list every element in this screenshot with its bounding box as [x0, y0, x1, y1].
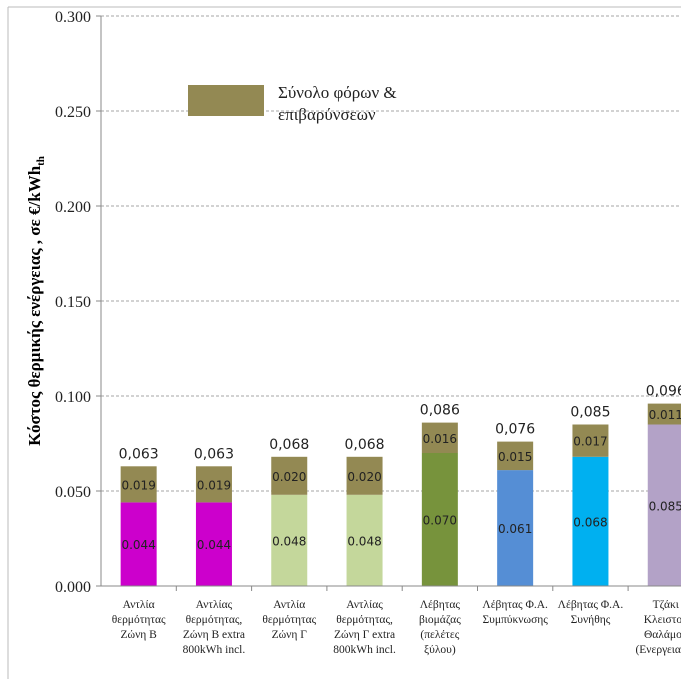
x-category-label-line: Κλειστού	[644, 614, 681, 626]
data-label-taxes: 0.015	[498, 450, 532, 464]
x-category-label-line: Ζώνη Β	[120, 629, 157, 641]
x-category-label-line: 800kWh incl.	[183, 644, 246, 656]
bar-taxes	[572, 424, 609, 457]
bar-base	[572, 456, 609, 586]
data-label-taxes: 0.016	[423, 432, 457, 446]
legend-label-line: Σύνολο φόρων &	[278, 83, 397, 102]
data-label-total: 0,086	[420, 403, 460, 419]
data-label-total: 0,063	[119, 446, 159, 462]
data-label-total: 0,076	[495, 422, 535, 438]
x-category-label: Αντλία θερμότητας Ζώνη Β	[112, 599, 166, 641]
data-label-base: 0.044	[197, 538, 231, 552]
bar-taxes	[120, 466, 157, 503]
data-label-taxes: 0.019	[197, 478, 231, 492]
bar-taxes	[497, 441, 534, 471]
data-label-total: 0,096	[646, 384, 681, 400]
bar-base	[647, 424, 681, 586]
bar-base	[271, 494, 308, 586]
data-label-base: 0.068	[573, 515, 607, 529]
bar-base	[120, 502, 157, 586]
bar-taxes	[195, 466, 232, 503]
bar-base	[195, 502, 232, 586]
y-tick-label: 0.050	[55, 484, 91, 501]
bar-base	[497, 470, 534, 586]
x-category-label: Λέβητας βιομάζας (πελέτες ξύλου)	[419, 599, 461, 656]
x-category-label-line: Αντλίας	[346, 599, 383, 611]
data-label-base: 0.048	[347, 534, 381, 548]
x-category-label-line: Συμπύκνωσης	[482, 614, 548, 626]
x-category-label: Τζάκι Κλειστού Θαλάμου (Ενεργειακό)	[635, 599, 681, 656]
y-tick-label: 0.100	[55, 389, 91, 406]
data-label-taxes: 0.020	[347, 470, 381, 484]
data-label-total: 0,068	[269, 437, 309, 453]
y-tick-label: 0.000	[55, 579, 91, 596]
bar-base	[421, 453, 458, 586]
y-tick-label: 0.250	[55, 104, 91, 121]
x-category-label-line: Αντλία	[123, 599, 155, 611]
data-label-taxes: 0.020	[272, 470, 306, 484]
data-label-base: 0.044	[121, 538, 155, 552]
bar-taxes	[346, 456, 383, 495]
data-label-total: 0,063	[194, 446, 234, 462]
x-category-label-line: Ζώνη Γ	[272, 629, 308, 641]
x-category-label-line: Λέβητας	[420, 599, 461, 611]
x-category-label-line: Λέβητας Φ.Α.	[558, 599, 624, 611]
x-category-label-line: θερμότητας,	[186, 614, 243, 626]
x-category-label-line: Ζώνη Γ extra	[334, 629, 395, 641]
data-label-taxes: 0.011	[649, 408, 681, 422]
data-label-total: 0,068	[345, 437, 385, 453]
legend-label-line: επιβαρύνσεων	[278, 105, 376, 124]
data-label-base: 0.085	[649, 499, 681, 513]
bar-taxes	[271, 456, 308, 495]
x-category-label-line: θερμότητας,	[336, 614, 393, 626]
x-category-label-line: (πελέτες	[420, 629, 459, 641]
legend-label: Σύνολο φόρων & επιβαρύνσεων	[278, 83, 397, 124]
x-category-label-line: Λέβητας Φ.Α.	[482, 599, 548, 611]
x-category-label-line: (Ενεργειακό)	[635, 644, 681, 656]
x-category-label-line: Θαλάμου	[644, 629, 681, 641]
y-tick-label: 0.300	[55, 9, 91, 26]
y-tick-label: 0.150	[55, 294, 91, 311]
data-label-total: 0,085	[570, 405, 610, 421]
bar-taxes	[421, 422, 458, 453]
data-label-base: 0.061	[498, 522, 532, 536]
x-category-label-line: θερμότητας	[112, 614, 166, 626]
x-category-label-line: Αντλία	[273, 599, 305, 611]
x-category-label: Αντλία θερμότητας Ζώνη Γ	[262, 599, 316, 641]
x-category-label: Λέβητας Φ.Α. Συνήθης	[558, 599, 624, 626]
y-tick-label: 0.200	[55, 199, 91, 216]
x-category-label-line: Τζάκι	[653, 599, 680, 611]
x-category-label-line: ξύλου)	[424, 644, 456, 656]
legend-swatch	[188, 85, 264, 116]
x-category-label-line: βιομάζας	[419, 614, 461, 626]
x-category-label: Αντλίας θερμότητας, Ζώνη Γ extra 800kWh inc…	[333, 599, 396, 656]
x-category-label: Λέβητας Φ.Α. Συμπύκνωσης	[482, 599, 548, 626]
x-category-label: Αντλίας θερμότητας, Ζώνη Β extra 800kWh inc…	[183, 599, 246, 656]
x-category-label-line: Συνήθης	[571, 614, 611, 626]
data-label-base: 0.070	[423, 514, 457, 528]
y-axis-label: Κόστος θερμικής ενέργειας , σε €/kWhth	[25, 156, 47, 446]
data-label-taxes: 0.019	[121, 478, 155, 492]
x-category-label-line: 800kWh incl.	[333, 644, 396, 656]
x-category-label-line: θερμότητας	[262, 614, 316, 626]
data-label-taxes: 0.017	[573, 435, 607, 449]
bar-taxes	[647, 403, 681, 425]
data-label-base: 0.048	[272, 534, 306, 548]
x-category-label-line: Αντλίας	[196, 599, 233, 611]
bar-base	[346, 494, 383, 586]
x-category-label-line: Ζώνη Β extra	[183, 629, 245, 641]
